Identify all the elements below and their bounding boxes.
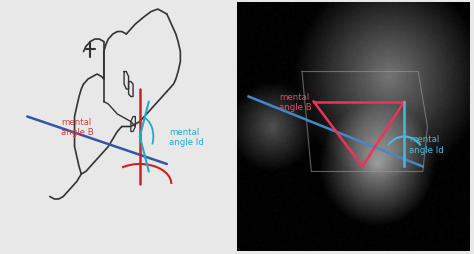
Text: mental
angle B: mental angle B	[61, 117, 94, 137]
Text: mental
angle B: mental angle B	[279, 92, 311, 112]
Text: mental
angle Id: mental angle Id	[169, 127, 204, 147]
Text: mental
angle Id: mental angle Id	[409, 135, 444, 154]
